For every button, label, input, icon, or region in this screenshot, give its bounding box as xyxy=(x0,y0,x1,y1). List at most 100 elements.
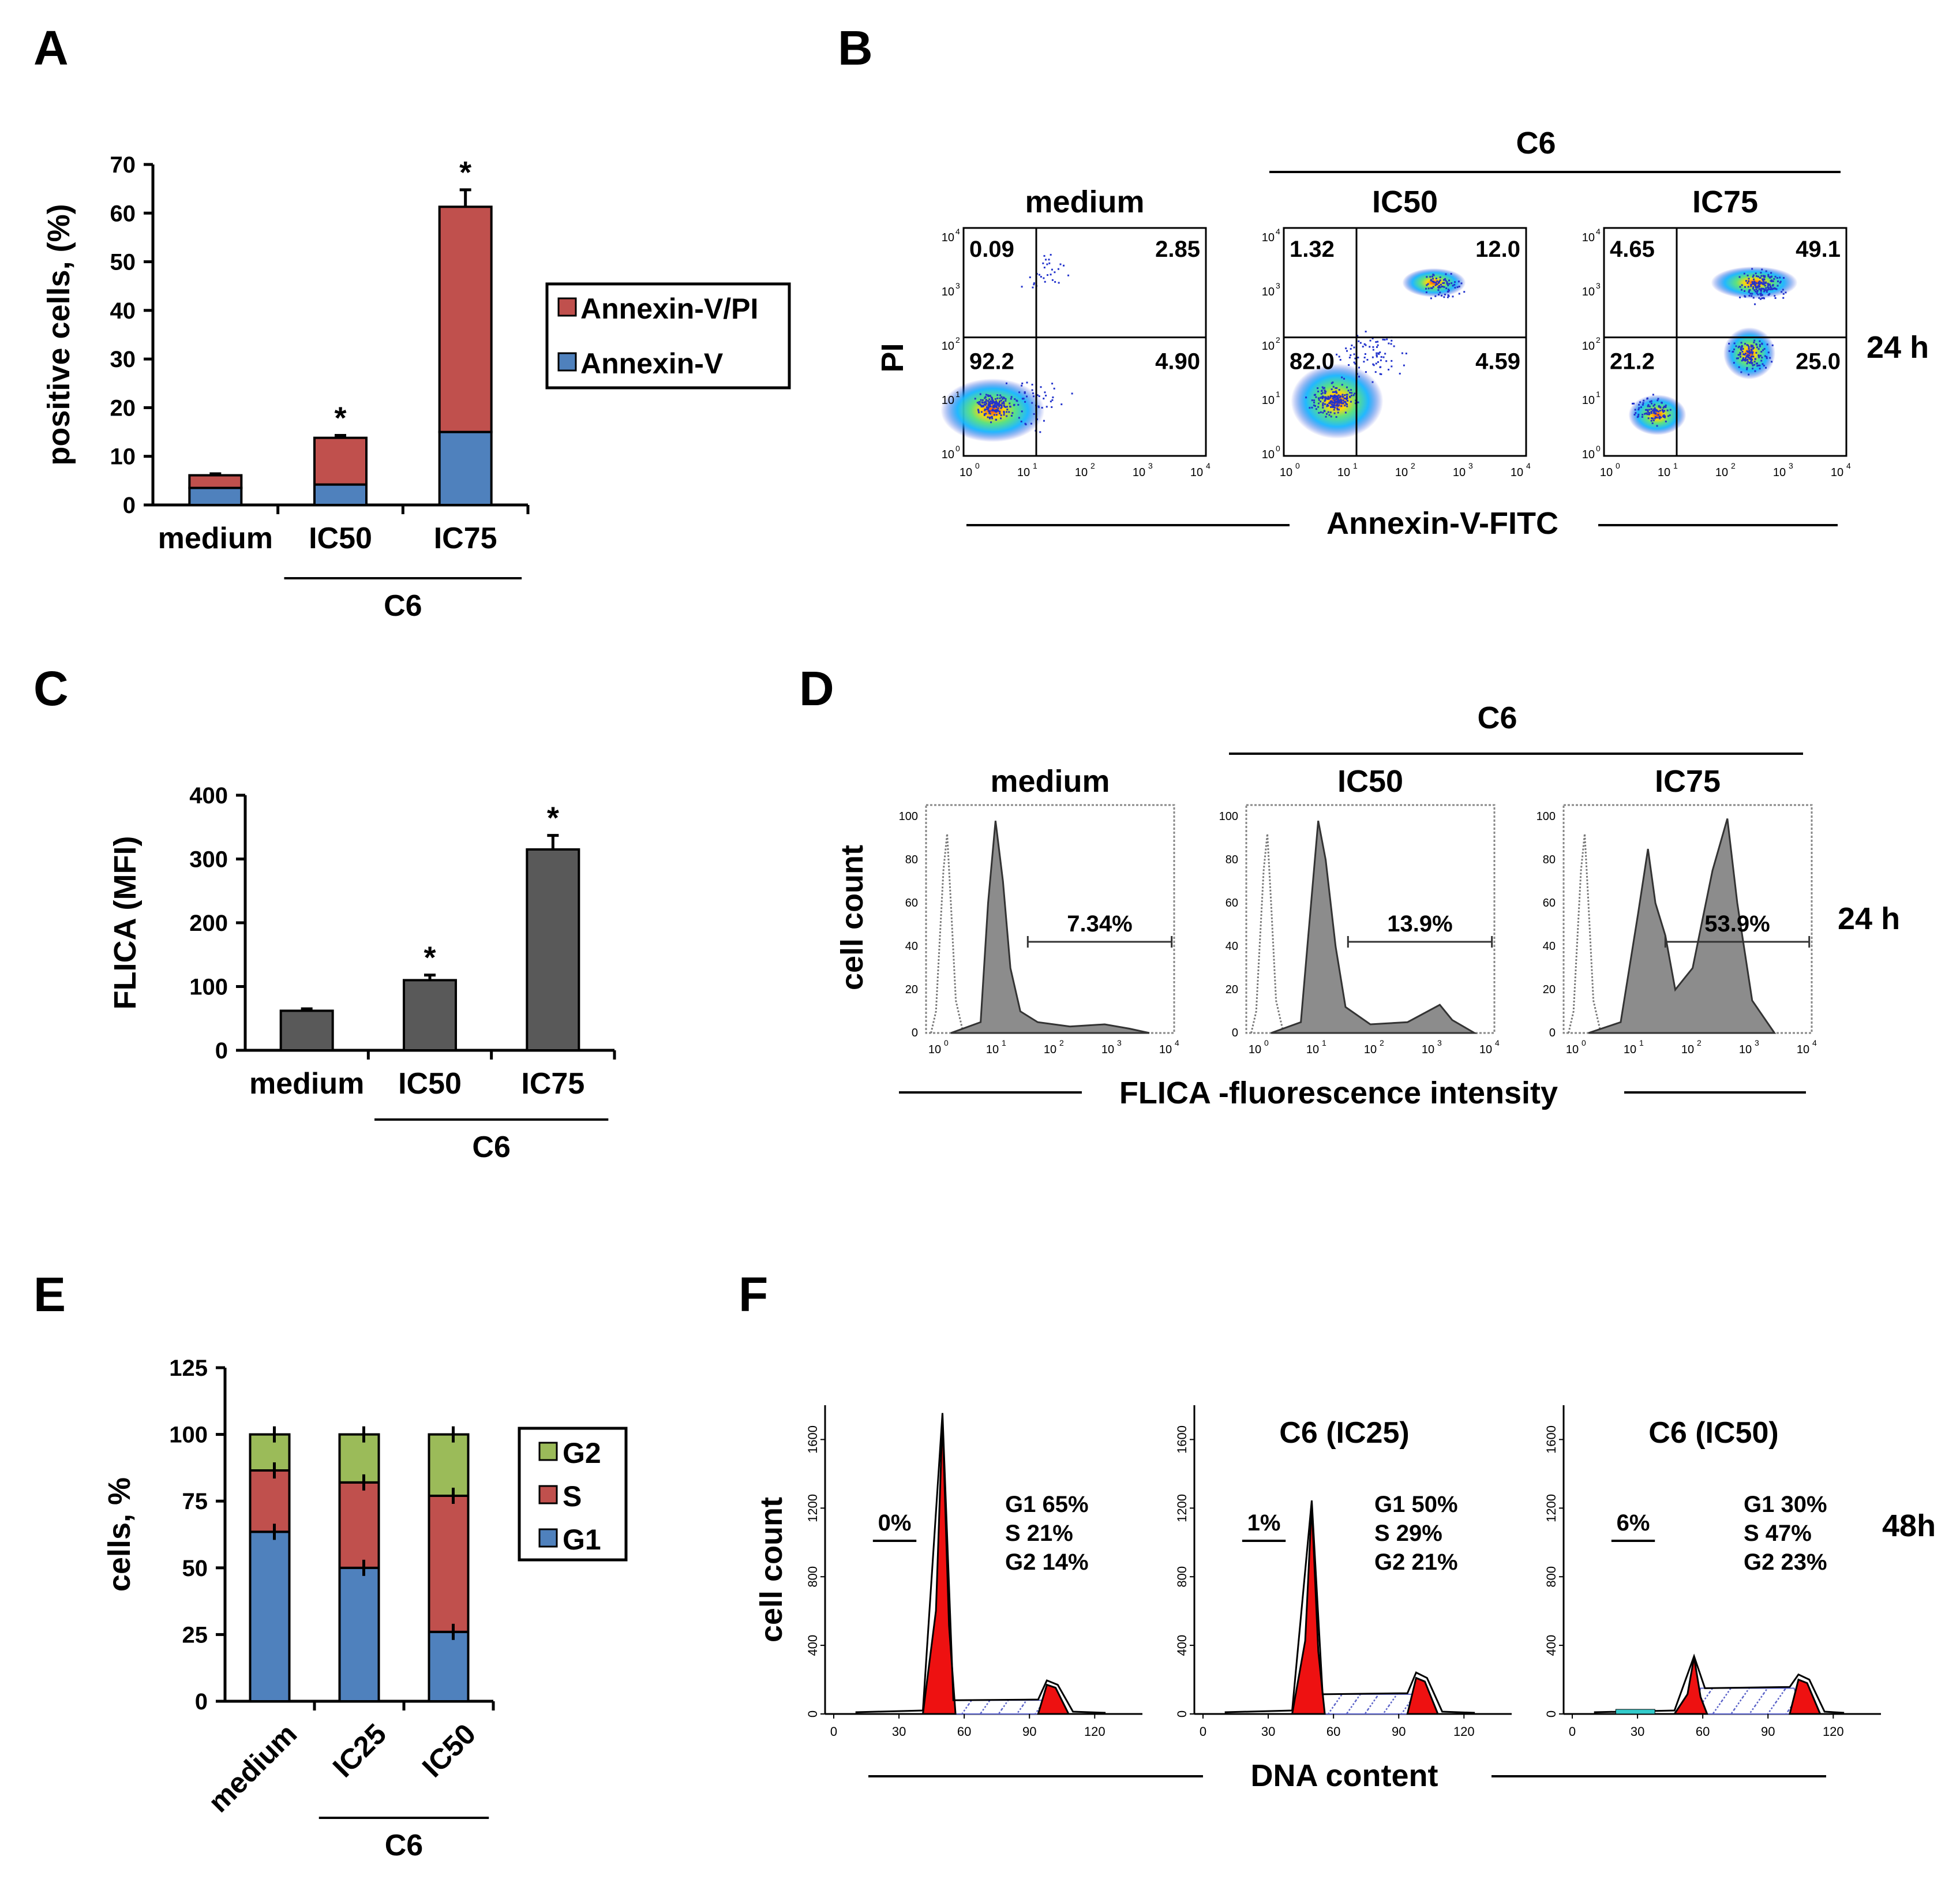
x-tick-label: 10 xyxy=(1133,466,1145,479)
event-dot xyxy=(1654,409,1657,411)
legend-e-swatch-s xyxy=(538,1485,558,1504)
event-dot xyxy=(1002,400,1005,403)
x-tick-label: 10 xyxy=(1511,466,1523,479)
event-dot xyxy=(1339,395,1341,398)
sample-histogram xyxy=(950,821,1150,1034)
legend-e: G2 S G1 xyxy=(518,1427,628,1562)
y-tick-label: 10 xyxy=(942,394,954,407)
event-dot xyxy=(1663,410,1665,412)
event-dot xyxy=(1437,282,1440,284)
event-dot xyxy=(1649,400,1651,403)
event-dot xyxy=(1434,295,1437,297)
event-dot xyxy=(1043,254,1045,257)
chart-e: 0 25 50 75 100 125 medium IC25 IC50 C6 cells, % xyxy=(102,1356,495,1862)
event-dot xyxy=(1771,280,1773,283)
event-dot xyxy=(1033,413,1035,415)
event-dot xyxy=(1321,390,1323,392)
event-dot xyxy=(1040,386,1042,388)
event-dot xyxy=(1753,278,1755,280)
x-tick-exponent: 1 xyxy=(1002,1038,1006,1047)
event-dot xyxy=(1638,403,1640,406)
event-dot xyxy=(1755,282,1757,285)
event-dot xyxy=(1044,280,1046,283)
event-dot xyxy=(1403,364,1405,366)
event-dot xyxy=(1777,285,1779,287)
event-dot xyxy=(1747,345,1749,347)
y-tick-label: 10 xyxy=(1262,286,1275,298)
event-dot xyxy=(1660,416,1662,418)
x-tick-label: 0 xyxy=(1569,1724,1576,1739)
event-dot xyxy=(1448,289,1450,291)
event-dot xyxy=(1768,294,1770,296)
event-dot xyxy=(1325,413,1328,415)
x-tick-label: 90 xyxy=(1022,1724,1036,1739)
event-dot xyxy=(983,403,985,406)
event-dot xyxy=(1445,273,1447,275)
histogram-outline xyxy=(855,1413,1106,1714)
event-dot xyxy=(1767,274,1770,276)
event-dot xyxy=(1742,357,1745,359)
event-dot xyxy=(1346,405,1348,407)
y-tick-exponent: 2 xyxy=(1276,335,1280,345)
event-dot xyxy=(1443,286,1445,288)
event-dot xyxy=(996,394,999,396)
event-dot xyxy=(1447,294,1449,297)
event-dot xyxy=(1329,411,1332,414)
event-dot xyxy=(977,403,980,405)
event-dot xyxy=(1755,362,1757,365)
event-dot xyxy=(1750,358,1752,360)
bar-s-medium xyxy=(249,1469,291,1533)
event-dot xyxy=(1401,352,1403,354)
panel-d-ylabel: cell count xyxy=(835,845,870,990)
event-dot xyxy=(1377,344,1379,346)
event-dot xyxy=(1765,366,1767,369)
event-dot xyxy=(1349,392,1351,394)
x-tick-label: 120 xyxy=(1453,1724,1475,1739)
event-dot xyxy=(1336,392,1338,394)
event-dot xyxy=(1634,409,1636,411)
event-dot xyxy=(1328,414,1331,416)
event-dot xyxy=(1750,345,1752,347)
event-dot xyxy=(1760,294,1763,296)
y-tick-label: 100 xyxy=(1536,810,1556,823)
event-dot xyxy=(1324,390,1326,392)
y-tick-label: 10 xyxy=(942,231,954,244)
panel-f-ylabel: cell count xyxy=(754,1497,789,1642)
event-dot xyxy=(1735,345,1737,347)
y-tick-exponent: 2 xyxy=(1596,335,1601,345)
x-category-label: medium xyxy=(249,1067,364,1101)
x-tick-label: 60 xyxy=(1696,1724,1710,1739)
control-histogram xyxy=(1568,833,1602,1034)
event-dot xyxy=(1038,274,1040,276)
event-dot xyxy=(1651,422,1654,424)
event-dot xyxy=(1031,389,1033,391)
event-dot xyxy=(1000,406,1003,408)
event-dot xyxy=(1338,400,1340,402)
event-dot xyxy=(1372,363,1374,365)
event-dot xyxy=(1351,392,1353,394)
y-tick-exponent: 1 xyxy=(1276,390,1280,399)
event-dot xyxy=(1752,368,1754,370)
y-tick-exponent: 3 xyxy=(1596,281,1601,290)
event-dot xyxy=(1426,276,1428,278)
y-axis-label: FLICA (MFI) xyxy=(108,836,143,1010)
s-phase-area xyxy=(1311,1693,1422,1715)
sub-g1-region xyxy=(1615,1709,1655,1715)
event-dot xyxy=(991,417,994,420)
event-dot xyxy=(1757,293,1759,295)
panel-f-letter: F xyxy=(739,1267,768,1322)
event-dot xyxy=(1771,361,1773,363)
event-dot xyxy=(1054,281,1056,283)
event-dot xyxy=(1647,417,1650,420)
event-dot xyxy=(1750,283,1752,286)
y-tick-label: 400 xyxy=(1544,1635,1558,1656)
panel-f-time: 48h xyxy=(1882,1509,1936,1543)
y-tick-label: 40 xyxy=(110,298,136,324)
event-dot xyxy=(984,401,986,403)
x-tick-exponent: 2 xyxy=(1090,461,1095,470)
event-dot xyxy=(1039,431,1041,433)
event-dot xyxy=(1376,346,1378,348)
event-dot xyxy=(989,395,991,397)
significance-star: * xyxy=(459,155,471,190)
sample-histogram xyxy=(1588,818,1777,1034)
